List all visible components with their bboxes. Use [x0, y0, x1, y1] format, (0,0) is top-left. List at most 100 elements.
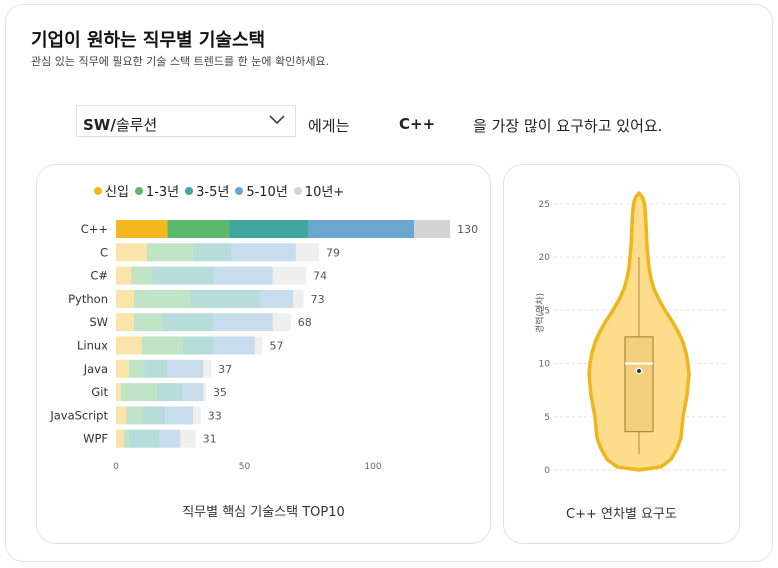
legend-dot: [134, 187, 143, 195]
x-tick-label: 100: [364, 462, 381, 472]
violin-mean-dot: [635, 367, 643, 375]
bar-segment[interactable]: [128, 429, 160, 448]
bar-segment[interactable]: [116, 266, 132, 285]
chevron-down-icon: [269, 115, 285, 125]
bar-total-label: 130: [457, 223, 478, 236]
bar-segment[interactable]: [293, 289, 304, 308]
bar-segment[interactable]: [213, 336, 255, 355]
bar-segment[interactable]: [146, 243, 194, 262]
legend-item: 5-10년: [235, 181, 288, 200]
bar-segment[interactable]: [116, 220, 168, 238]
bar-segment[interactable]: [126, 406, 142, 425]
x-tick-label: 50: [239, 462, 251, 472]
bar-segment[interactable]: [116, 243, 147, 262]
bar-segment[interactable]: [131, 266, 152, 285]
bar-segment[interactable]: [213, 313, 273, 332]
category-label: C++: [81, 222, 108, 236]
bar-total-label: 35: [213, 386, 227, 399]
bar-segment[interactable]: [133, 313, 163, 332]
bar-chart-title: 직무별 핵심 기술스택 TOP10: [182, 505, 345, 520]
legend-item: 신입: [94, 181, 129, 200]
bar-segment[interactable]: [259, 289, 294, 308]
job-select-value-bold: SW/: [83, 116, 116, 134]
category-label: Python: [68, 292, 108, 306]
bar-total-label: 57: [269, 340, 283, 353]
legend-item: 10년+: [293, 181, 344, 200]
category-label: JavaScript: [49, 408, 108, 422]
sentence-highlight: C++: [399, 115, 436, 133]
bar-segment[interactable]: [213, 266, 273, 285]
legend-item: 1-3년: [134, 181, 179, 200]
legend-label: 5-10년: [246, 185, 288, 200]
bar-segment[interactable]: [180, 429, 196, 448]
bar-segment[interactable]: [203, 383, 206, 402]
bar-segment[interactable]: [144, 359, 168, 378]
category-label: Git: [91, 385, 108, 399]
bar-segment[interactable]: [190, 289, 260, 308]
bar-segment[interactable]: [116, 313, 134, 332]
violin-chart-title: C++ 연차별 요구도: [566, 507, 677, 522]
job-select-dropdown[interactable]: SW/솔루션: [76, 105, 296, 137]
x-tick-label: 0: [113, 462, 119, 472]
bar-segment[interactable]: [182, 336, 214, 355]
violin-box[interactable]: [624, 336, 654, 433]
y-tick-label: 10: [539, 360, 551, 370]
bar-segment[interactable]: [157, 383, 183, 402]
bar-segment[interactable]: [164, 406, 194, 425]
bar-segment[interactable]: [295, 243, 320, 262]
bar-segment[interactable]: [141, 336, 183, 355]
legend-item: 3-5년: [185, 181, 229, 200]
bar-segment[interactable]: [272, 266, 307, 285]
bar-segment[interactable]: [182, 383, 204, 402]
y-tick-label: 0: [544, 466, 550, 476]
bar-segment[interactable]: [162, 313, 214, 332]
bar-segment[interactable]: [116, 429, 124, 448]
bar-segment[interactable]: [193, 243, 232, 262]
bar-segment[interactable]: [272, 313, 291, 332]
category-label: Java: [83, 362, 108, 376]
sentence-part2: 을 가장 많이 요구하고 있어요.: [473, 117, 663, 135]
violin-y-axis-label: 경력(연차): [536, 292, 546, 333]
bar-segment[interactable]: [116, 336, 142, 355]
bar-segment[interactable]: [167, 359, 204, 378]
category-label: WPF: [83, 432, 108, 446]
bar-segment[interactable]: [167, 220, 230, 238]
violin-chart-svg: 0 5 10 15 20 25: [539, 191, 728, 476]
page-subtitle: 관심 있는 직무에 필요한 기술 스택 트렌드를 한 눈에 확인하세요.: [31, 55, 330, 68]
bar-segment[interactable]: [141, 406, 165, 425]
category-label: C#: [90, 269, 108, 283]
bar-segment[interactable]: [229, 220, 309, 238]
bar-segment[interactable]: [116, 289, 134, 308]
category-label: C: [100, 245, 108, 259]
sentence-part1: 에게는: [308, 117, 350, 135]
bar-total-label: 31: [203, 433, 217, 446]
bar-segment[interactable]: [193, 406, 201, 425]
category-label: SW: [89, 315, 108, 329]
y-tick-label: 20: [539, 253, 551, 263]
bar-segment[interactable]: [159, 429, 181, 448]
bar-segment[interactable]: [203, 359, 212, 378]
y-tick-label: 25: [539, 200, 550, 210]
bar-chart-card: 0 50 100 C++ 130 C 79 C# 74 Python 73 SW 68 Linux 57 Ja…: [36, 164, 491, 544]
bar-segment[interactable]: [116, 359, 129, 378]
bar-segment[interactable]: [116, 406, 127, 425]
bar-segment[interactable]: [128, 359, 145, 378]
chart-legend: 신입 1-3년 3-5년 5-10년 10년+: [94, 181, 350, 200]
bar-segment[interactable]: [231, 243, 296, 262]
bar-segment[interactable]: [308, 220, 415, 238]
page-title: 기업이 원하는 직무별 기술스택: [31, 30, 266, 51]
category-label: Linux: [77, 339, 108, 353]
bar-total-label: 74: [313, 270, 327, 283]
bar-segment[interactable]: [123, 429, 129, 448]
bar-segment[interactable]: [254, 336, 263, 355]
bar-segment[interactable]: [116, 383, 122, 402]
legend-label: 3-5년: [196, 185, 230, 200]
job-select-value-rest: 솔루션: [115, 116, 158, 134]
bar-segment[interactable]: [414, 220, 451, 238]
bar-total-label: 68: [298, 316, 312, 329]
legend-dot: [293, 187, 302, 195]
bar-segment[interactable]: [151, 266, 214, 285]
bar-segment[interactable]: [133, 289, 191, 308]
y-tick-label: 15: [539, 306, 550, 316]
bar-segment[interactable]: [121, 383, 158, 402]
